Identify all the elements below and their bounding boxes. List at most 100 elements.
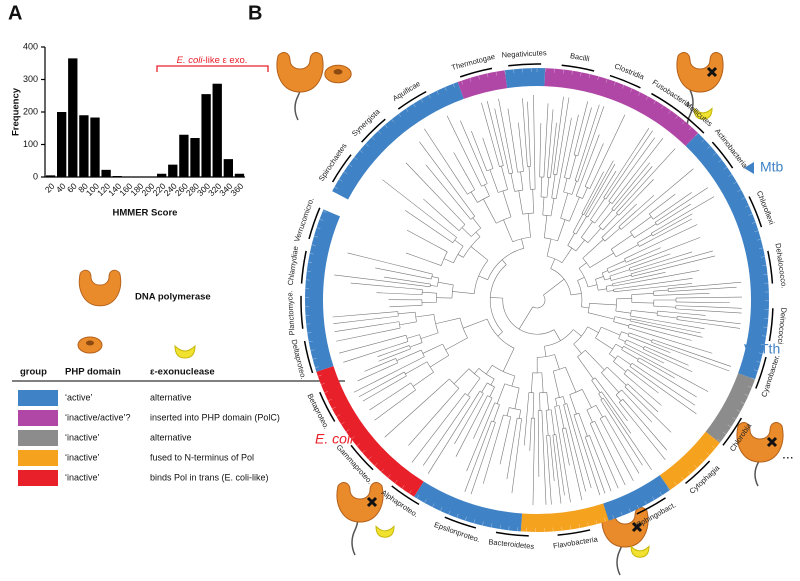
branch	[581, 306, 590, 309]
branch	[550, 170, 552, 178]
clade-arc	[685, 460, 711, 484]
clade-arc	[561, 64, 595, 72]
branch	[594, 202, 611, 224]
branch	[521, 238, 525, 249]
branch	[618, 213, 634, 227]
leaf-tick	[727, 424, 732, 428]
branch	[380, 371, 405, 386]
branch	[613, 290, 621, 293]
table-cell: alternative	[150, 392, 192, 402]
clade-arc	[350, 444, 374, 471]
branch	[574, 163, 581, 181]
branch	[584, 172, 592, 187]
branch	[453, 152, 469, 179]
leaf-tick	[740, 401, 745, 405]
branch	[577, 164, 585, 182]
branch	[611, 234, 633, 250]
branch	[493, 404, 500, 422]
branch	[472, 167, 482, 187]
leaf-tick	[570, 525, 572, 530]
branch	[577, 276, 585, 281]
x-axis-label: HMMER Score	[113, 208, 178, 219]
branch	[490, 297, 503, 299]
branch-arc	[404, 371, 407, 376]
branch	[561, 428, 565, 440]
branch	[570, 293, 582, 296]
branch	[607, 366, 627, 386]
branch	[599, 418, 609, 434]
branch	[399, 321, 417, 326]
y-tick-label: 0	[33, 171, 38, 181]
branch	[470, 191, 478, 203]
leaf-tick	[756, 238, 761, 241]
branch-arc	[464, 393, 471, 398]
branch	[433, 244, 448, 253]
legend-swatch	[18, 470, 58, 486]
bar	[190, 138, 200, 177]
branch	[422, 291, 437, 294]
branch	[639, 378, 659, 394]
branch	[518, 306, 534, 330]
branch	[419, 270, 433, 275]
clade-ring	[457, 70, 508, 99]
branch	[612, 281, 639, 287]
clade-arc	[711, 141, 734, 169]
branch	[376, 292, 409, 295]
branch	[651, 227, 662, 234]
branch	[620, 216, 636, 230]
leaf-tick	[413, 103, 416, 108]
branch-arc	[595, 279, 599, 291]
branch	[481, 102, 494, 144]
branch	[575, 216, 587, 235]
branch	[478, 275, 488, 280]
branch	[468, 178, 476, 190]
leaf-tick	[760, 256, 765, 258]
branch	[630, 318, 651, 324]
leaf-tick	[638, 92, 641, 96]
polymerase-icon	[276, 52, 324, 93]
branch-arc	[630, 231, 635, 238]
leaf-tick	[756, 361, 761, 363]
leaf-tick	[365, 143, 369, 147]
leaf-tick	[444, 86, 447, 91]
branch	[409, 342, 423, 348]
branch	[630, 267, 641, 272]
clade-ring	[316, 366, 424, 497]
branch	[604, 278, 611, 281]
branch	[445, 337, 468, 351]
branch	[622, 399, 635, 414]
leaf-tick	[597, 76, 599, 81]
branch	[638, 357, 648, 363]
branch	[533, 95, 536, 167]
leaf-tick	[736, 409, 741, 412]
branch-arc	[409, 345, 411, 349]
leaf-tick	[345, 429, 350, 432]
branch	[634, 179, 654, 199]
branch	[478, 164, 488, 184]
branch	[623, 162, 651, 195]
branch	[589, 252, 614, 268]
leaf-tick	[722, 431, 727, 435]
clade-label: Flavobacteria	[552, 534, 599, 550]
branch	[634, 412, 667, 451]
branch	[362, 389, 384, 402]
branch	[619, 130, 653, 179]
branch-arc	[563, 403, 567, 405]
branch	[622, 138, 664, 191]
branch	[560, 117, 572, 176]
branch-arc	[453, 246, 464, 263]
leaf-tick	[744, 393, 749, 397]
branch-arc	[608, 200, 613, 204]
branch	[677, 316, 696, 319]
clade-arc	[397, 90, 427, 110]
branch-arc	[591, 377, 596, 381]
branch-arc	[499, 165, 504, 167]
table-cell: alternative	[150, 432, 192, 442]
branch	[627, 335, 651, 346]
branch	[675, 308, 704, 311]
branch	[630, 267, 654, 275]
branch	[541, 372, 544, 393]
branch	[546, 177, 550, 198]
clade-label: Deinococci	[776, 307, 789, 345]
